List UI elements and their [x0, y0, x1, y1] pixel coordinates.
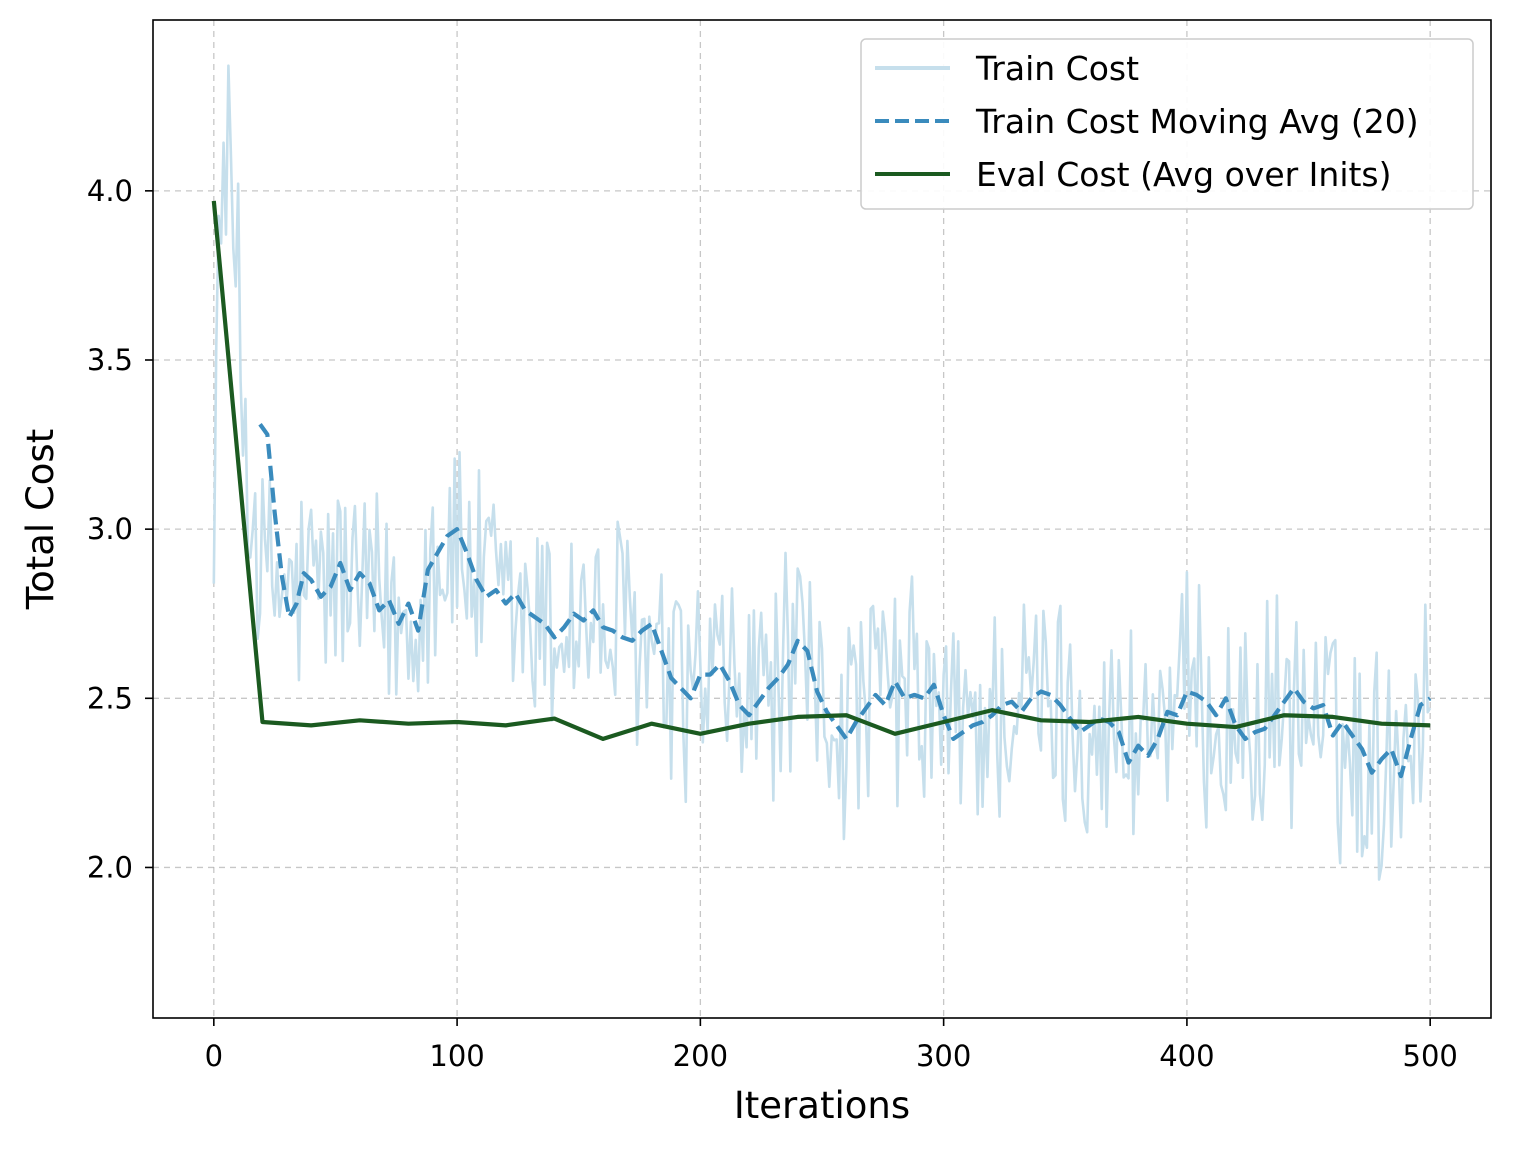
train-cost-line [212, 64, 1432, 881]
legend-label-moving-avg: Train Cost Moving Avg (20) [975, 102, 1419, 141]
y-tick-label: 2.0 [87, 850, 133, 884]
x-tick-label: 100 [429, 1039, 484, 1073]
x-tick-label: 0 [205, 1039, 223, 1073]
x-axis-title: Iterations [734, 1084, 910, 1127]
eval-cost-line [211, 200, 1431, 742]
y-tick-label: 4.0 [87, 174, 133, 208]
legend-label-train-cost: Train Cost [975, 49, 1139, 88]
y-tick-label: 3.0 [87, 512, 133, 546]
legend-box [860, 38, 1474, 210]
y-axis-title: Total Cost [19, 429, 62, 610]
y-tick-label: 2.5 [87, 681, 133, 715]
y-tick-label: 3.5 [87, 343, 133, 377]
x-tick-label: 300 [916, 1039, 971, 1073]
legend-label-eval-cost: Eval Cost (Avg over Inits) [976, 155, 1392, 194]
x-tick-label: 400 [1159, 1039, 1214, 1073]
x-tick-label: 200 [673, 1039, 728, 1073]
moving-avg-line [258, 423, 1432, 779]
plot-frame [152, 19, 1492, 1019]
x-tick-label: 500 [1403, 1039, 1458, 1073]
axis-ticks: 0 100 200 300 400 500 2.0 2.5 3.0 3.5 4.0 [87, 174, 1458, 1073]
plot-series [211, 64, 1432, 881]
legend: Train Cost Train Cost Moving Avg (20) Ev… [860, 38, 1474, 210]
